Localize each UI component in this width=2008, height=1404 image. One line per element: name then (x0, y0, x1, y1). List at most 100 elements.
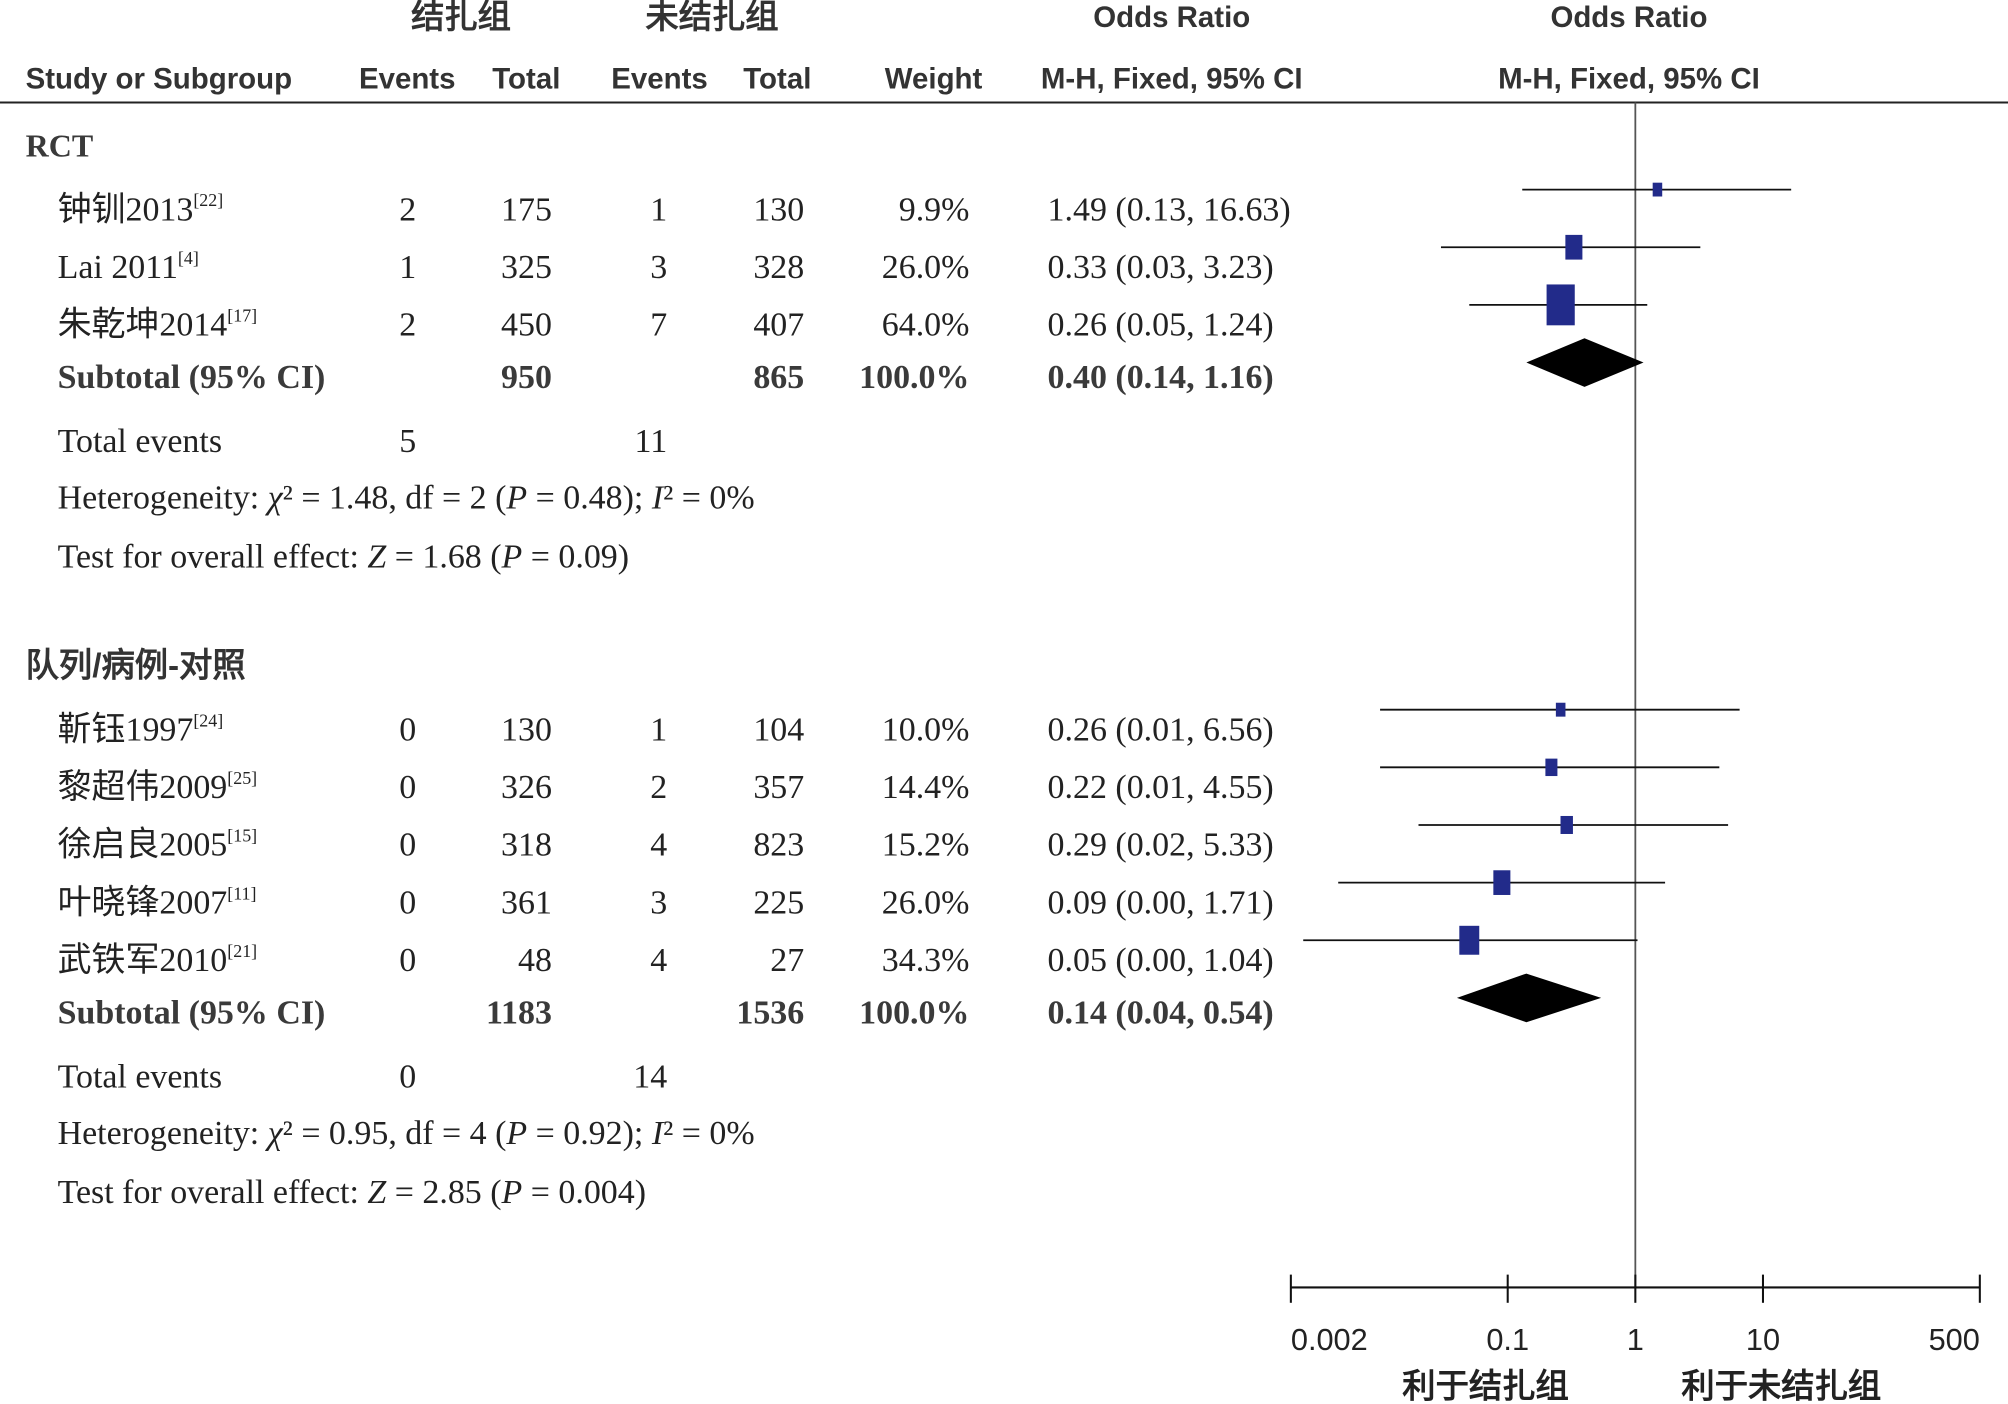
text-run: P (505, 1115, 527, 1152)
favours-non-ligation-label: 利于未结扎组 (1681, 1369, 1881, 1404)
text-run: Test for overall effect: (58, 538, 368, 575)
events-non-ligation: 2 (650, 769, 667, 806)
reference-superscript: [24] (193, 710, 223, 730)
study-label: Lai 2011 (58, 249, 178, 286)
events-ligation: 0 (399, 769, 416, 806)
study-effect-square (1565, 234, 1583, 260)
study-weight: 26.0% (882, 884, 970, 921)
events-non-ligation: 3 (650, 884, 667, 921)
study-effect-square (1493, 870, 1511, 895)
study-label: 武铁军2010 (58, 941, 228, 979)
study-label: 徐启良2005 (58, 826, 228, 864)
study-effect-square (1459, 925, 1480, 955)
total-ligation: 175 (501, 191, 552, 228)
text-run: ² = 1.48, df = 2 ( (283, 480, 507, 517)
study-odds-ratio: 0.29 (0.02, 5.33) (1048, 827, 1274, 864)
total-ligation: 326 (501, 769, 552, 806)
subtotal-row: Subtotal (95% CI) 950 865 100.0% 0.40 (0.14,… (58, 359, 1274, 396)
text-run: P (505, 480, 527, 517)
reference-superscript: [25] (227, 768, 257, 788)
events-ligation: 2 (399, 191, 416, 228)
subtotal-label: Subtotal (95% CI) (58, 995, 326, 1032)
subtotal-odds-ratio: 0.14 (0.04, 0.54) (1048, 995, 1274, 1032)
x-axis: 0.002 0.1 1 10 500 利于结扎组 利于未结扎组 (1289, 1274, 1981, 1404)
total-non-ligation-header: Total (743, 62, 811, 95)
study-label: 靳钰1997 (58, 710, 194, 748)
text-run: Z (367, 538, 387, 575)
subtotal-weight: 100.0% (859, 995, 969, 1032)
events-ligation: 0 (399, 884, 416, 921)
study-row: 叶晓锋2007[11] 0 361 3 225 26.0% 0.09 (0.00, 1.71… (58, 883, 1274, 921)
study-odds-ratio: 0.09 (0.00, 1.71) (1048, 884, 1274, 921)
text-run: I (651, 480, 665, 517)
study-odds-ratio: 1.49 (0.13, 16.63) (1048, 191, 1291, 228)
text-run: Z (367, 1174, 387, 1211)
total-events-row: Total events 0 14 (58, 1059, 668, 1096)
subgroup-heading: 队列/病例-对照 (26, 647, 246, 684)
reference-superscript: [22] (193, 190, 223, 210)
total-ligation: 130 (501, 711, 552, 748)
study-effect-square (1560, 815, 1573, 834)
events-non-ligation: 1 (650, 711, 667, 748)
total-ligation: 48 (518, 942, 552, 979)
text-run: Test for overall effect: (58, 1174, 368, 1211)
x-tick-label: 10 (1746, 1322, 1780, 1357)
total-events-non-ligation: 14 (633, 1059, 667, 1096)
events-non-ligation: 3 (650, 249, 667, 286)
total-ligation: 325 (501, 249, 552, 286)
method-plot-header: M-H, Fixed, 95% CI (1498, 62, 1760, 95)
subgroup-heading: RCT (26, 127, 94, 163)
events-non-ligation: 7 (650, 307, 667, 344)
total-non-ligation: 357 (753, 769, 804, 806)
events-non-ligation: 4 (650, 827, 667, 864)
study-label: 叶晓锋2007 (58, 883, 228, 921)
subtotal-total-non-ligation: 1536 (736, 995, 804, 1032)
text-run: I (651, 1115, 665, 1152)
odds-ratio-column-header: Odds Ratio (1093, 1, 1250, 34)
pooled-effect-diamond (1456, 973, 1602, 1023)
subtotal-weight: 100.0% (859, 359, 969, 396)
study-label: 黎超伟2009 (58, 768, 228, 806)
text-run: χ (265, 480, 284, 517)
x-tick-label: 500 (1929, 1322, 1980, 1357)
study-weight: 14.4% (882, 769, 970, 806)
study-weight: 34.3% (882, 942, 970, 979)
text-run: = 0.48); (527, 480, 652, 517)
ligation-group-header: 结扎组 (411, 0, 511, 36)
study-odds-ratio: 0.05 (0.00, 1.04) (1048, 942, 1274, 979)
total-events-label: Total events (58, 1059, 222, 1096)
study-row: 朱乾坤2014[17] 2 450 7 407 64.0% 0.26 (0.05, 1.24… (58, 306, 1274, 344)
non-ligation-group-header: 未结扎组 (645, 0, 778, 36)
method-column-header: M-H, Fixed, 95% CI (1041, 62, 1303, 95)
total-non-ligation: 407 (753, 307, 804, 344)
favours-ligation-label: 利于结扎组 (1402, 1369, 1568, 1404)
total-events-non-ligation: 11 (635, 423, 668, 460)
reference-superscript: [15] (227, 826, 257, 846)
reference-superscript: [11] (227, 883, 256, 903)
total-events-ligation: 0 (399, 1059, 416, 1096)
subtotal-total-ligation: 1183 (486, 995, 552, 1032)
study-row: Lai 2011[4] 1 325 3 328 26.0% 0.33 (0.03, 3.23… (58, 248, 1274, 286)
events-ligation: 2 (399, 307, 416, 344)
x-tick-label: 0.002 (1291, 1322, 1368, 1357)
text-run: = 1.68 ( (386, 538, 501, 575)
study-row: 靳钰1997[24] 0 130 1 104 10.0% 0.26 (0.01, 6.56) (58, 710, 1274, 748)
text-run: χ (265, 1115, 284, 1152)
x-tick-label: 0.1 (1486, 1322, 1529, 1357)
heterogeneity-statistics: Heterogeneity: χ² = 0.95, df = 4 (P = 0.… (58, 1115, 755, 1152)
text-run: P (501, 538, 523, 575)
study-name: Lai 2011[4] (58, 248, 199, 286)
study-row: 钟钏2013[22] 2 175 1 130 9.9% 1.49 (0.13, 16.63) (58, 190, 1291, 228)
text-run: = 0.92); (527, 1115, 652, 1152)
total-ligation-header: Total (492, 62, 560, 95)
study-label: 钟钏2013 (58, 191, 194, 228)
total-events-row: Total events 5 11 (58, 423, 668, 460)
reference-superscript: [21] (227, 941, 257, 961)
study-weight: 10.0% (882, 711, 970, 748)
total-ligation: 318 (501, 827, 552, 864)
events-non-ligation-header: Events (611, 62, 708, 95)
odds-ratio-plot-header: Odds Ratio (1550, 1, 1707, 34)
study-weight: 64.0% (882, 307, 970, 344)
